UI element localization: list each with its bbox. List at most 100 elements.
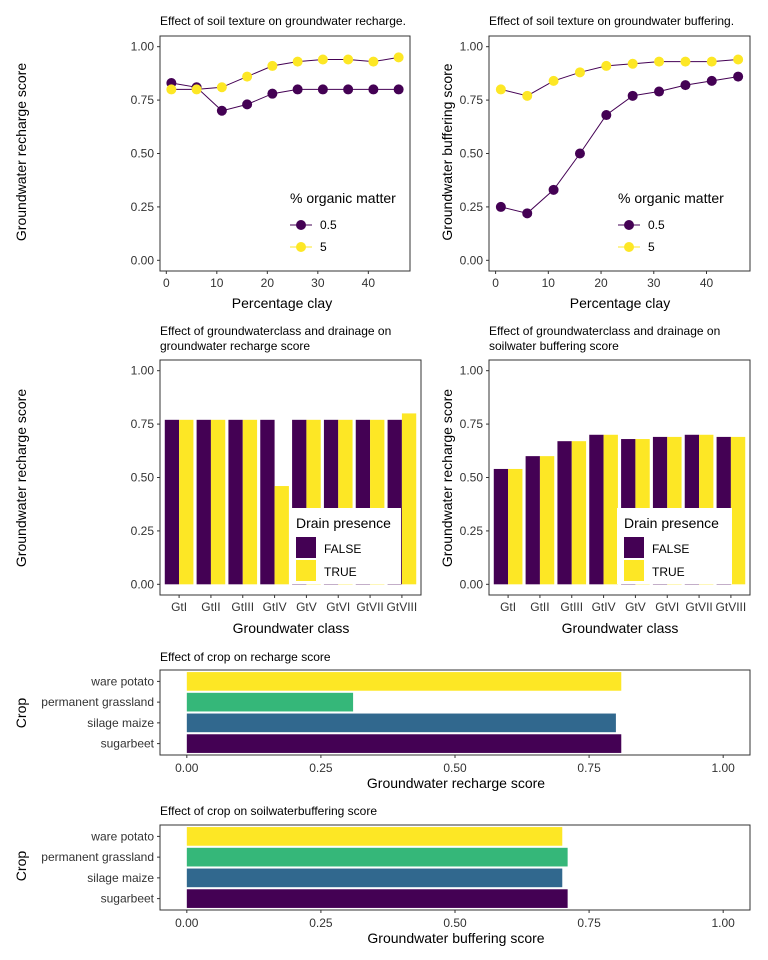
y-tick-label: 0.25 xyxy=(460,200,484,214)
x-tick-label: 0.75 xyxy=(577,761,601,775)
y-tick-label: permanent grassland xyxy=(41,695,154,709)
series-line xyxy=(171,56,399,90)
x-tick-label: 30 xyxy=(311,276,325,290)
y-axis-title: Crop xyxy=(13,698,29,729)
legend: Drain presence FALSE TRUE xyxy=(617,508,732,584)
data-point xyxy=(393,84,404,95)
legend-label: FALSE xyxy=(324,542,361,556)
plot-area: 0.00 0.25 0.50 0.75 1.00 sugarbeet silage maiz… xyxy=(41,827,735,930)
legend-label: 0.5 xyxy=(320,218,337,232)
x-tick-label: GtVII xyxy=(356,600,383,614)
y-tick-label: 0.00 xyxy=(460,577,484,591)
x-tick-label: 20 xyxy=(594,276,608,290)
chart-recharge-crop: Effect of crop on recharge score Crop Gr… xyxy=(13,650,751,791)
bar xyxy=(557,441,572,585)
legend: % organic matter 0.5 5 xyxy=(618,190,724,254)
bar xyxy=(186,692,354,712)
bar xyxy=(186,868,563,888)
data-point xyxy=(495,201,506,212)
y-tick-label: 1.00 xyxy=(131,364,155,378)
y-tick-label: sugarbeet xyxy=(101,737,155,751)
data-point xyxy=(343,54,354,65)
bar xyxy=(210,419,226,585)
data-point xyxy=(393,52,404,63)
bar xyxy=(508,468,523,585)
y-tick-label: ware potato xyxy=(90,674,154,688)
chart-title: Effect of crop on recharge score xyxy=(160,650,331,664)
data-point xyxy=(166,84,177,95)
plot-panel xyxy=(488,35,751,272)
data-point xyxy=(216,82,227,93)
chart-title: Effect of crop on soilwaterbuffering sco… xyxy=(160,804,377,818)
chart-recharge-clay: Effect of soil texture on groundwater re… xyxy=(13,14,411,311)
plot-area: 0.00 0.25 0.50 0.75 1.00 0 10 20 30 40 xyxy=(131,40,404,290)
y-tick-label: permanent grassland xyxy=(41,850,154,864)
legend-title: % organic matter xyxy=(618,190,724,206)
y-axis-title: Groundwater recharge score xyxy=(13,63,29,241)
bar xyxy=(525,456,540,585)
legend-title: Drain presence xyxy=(296,515,391,531)
x-tick-label: 0.25 xyxy=(309,761,333,775)
x-tick-label: GtIV xyxy=(592,600,616,614)
x-tick-label: GtIII xyxy=(560,600,583,614)
bar xyxy=(186,672,622,691)
bar xyxy=(603,434,618,585)
data-point xyxy=(368,56,379,67)
data-point xyxy=(574,148,585,159)
y-axis-title: Groundwater buffering score xyxy=(439,63,455,240)
x-tick-label: 10 xyxy=(210,276,224,290)
plot-area: 0.00 0.25 0.50 0.75 1.00 0 10 20 30 40 xyxy=(460,40,744,290)
data-point xyxy=(267,60,278,71)
data-point xyxy=(574,67,585,78)
x-tick-label: 30 xyxy=(647,276,661,290)
x-tick-label: GtI xyxy=(171,600,187,614)
y-tick-label: 0.00 xyxy=(131,577,155,591)
x-axis-title: Percentage clay xyxy=(570,295,670,311)
x-tick-label: GtVI xyxy=(655,600,679,614)
bar xyxy=(589,434,604,585)
plot-panel xyxy=(159,35,411,272)
data-point xyxy=(654,56,665,67)
data-point xyxy=(317,84,328,95)
chart-recharge-gwclass: Effect of groundwaterclass and drainage … xyxy=(13,324,422,636)
series-line xyxy=(500,76,739,214)
data-point xyxy=(216,105,227,116)
x-tick-label: 1.00 xyxy=(712,761,736,775)
x-tick-label: GtIV xyxy=(263,600,287,614)
legend: Drain presence FALSE TRUE xyxy=(289,508,401,584)
y-tick-label: 0.75 xyxy=(131,417,155,431)
y-tick-label: 0.75 xyxy=(131,93,155,107)
data-point xyxy=(706,75,717,86)
legend-key-point xyxy=(296,220,306,230)
y-tick-label: 0.50 xyxy=(131,471,155,485)
x-tick-label: 0.50 xyxy=(443,761,467,775)
legend-label: 5 xyxy=(320,240,327,254)
bar xyxy=(186,713,616,733)
bar xyxy=(539,456,555,585)
bar xyxy=(730,436,746,585)
legend-swatch xyxy=(624,537,644,558)
plot-area: 0.00 0.25 0.50 0.75 1.00 sugarbeet silage maiz… xyxy=(41,672,735,775)
x-tick-label: GtIII xyxy=(231,600,254,614)
y-tick-label: silage maize xyxy=(87,716,154,730)
x-axis-title: Groundwater recharge score xyxy=(367,775,545,791)
x-tick-label: GtVIII xyxy=(387,600,418,614)
y-tick-label: 1.00 xyxy=(460,364,484,378)
bar xyxy=(164,419,180,585)
y-tick-label: 0.75 xyxy=(460,417,484,431)
x-tick-label: 1.00 xyxy=(712,916,736,930)
legend-label: TRUE xyxy=(324,565,357,579)
bar xyxy=(228,419,243,585)
chart-buffering-clay: Effect of soil texture on groundwater bu… xyxy=(439,14,751,311)
legend-title: Drain presence xyxy=(624,515,719,531)
x-tick-label: GtVIII xyxy=(716,600,747,614)
chart-buffering-gwclass: Effect of groundwaterclass and drainage … xyxy=(439,324,751,636)
bar xyxy=(571,441,587,585)
data-point xyxy=(191,84,202,95)
data-point xyxy=(733,71,744,82)
data-point xyxy=(292,56,303,67)
x-axis-title: Groundwater class xyxy=(562,620,679,636)
legend-key-point xyxy=(296,242,306,252)
y-axis-title: Groundwater recharge score xyxy=(439,389,455,567)
bar xyxy=(260,419,275,585)
